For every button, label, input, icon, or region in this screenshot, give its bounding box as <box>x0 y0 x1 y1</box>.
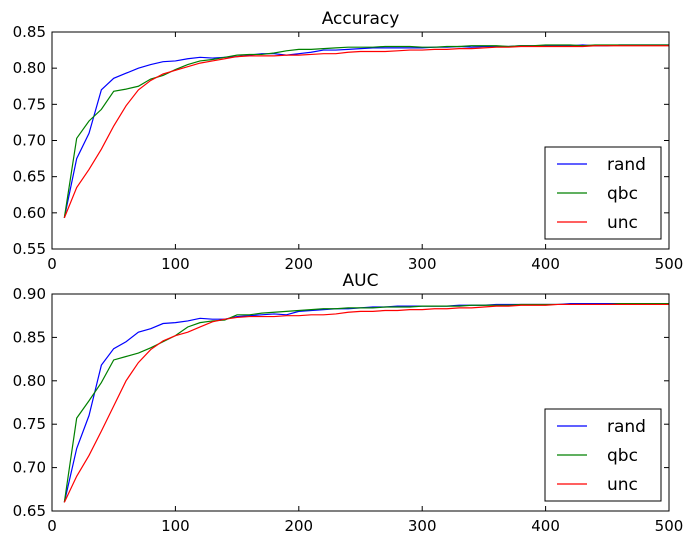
auc-y-tick-label: 0.65 <box>13 502 46 520</box>
accuracy-legend-label-unc: unc <box>607 213 638 233</box>
accuracy-y-tick-label: 0.60 <box>13 204 46 222</box>
auc-panel: 0 100 200 300 400 500 0.65 0.70 0.75 0.80 0.85 0.90… <box>13 271 684 535</box>
auc-legend-label-unc: unc <box>607 475 638 495</box>
auc-legend-label-qbc: qbc <box>607 446 638 466</box>
accuracy-x-tick-label: 300 <box>408 255 437 273</box>
accuracy-y-tick-label: 0.55 <box>13 240 46 258</box>
auc-series-unc <box>63 303 669 503</box>
auc-y-tick-label: 0.75 <box>13 415 46 433</box>
accuracy-x-tick-label: 500 <box>655 255 684 273</box>
accuracy-series-qbc <box>63 44 669 218</box>
auc-legend: rand qbc unc <box>544 408 662 502</box>
auc-x-tick-label: 200 <box>284 517 313 535</box>
accuracy-legend-label-qbc: qbc <box>607 184 638 204</box>
auc-y-tick-label: 0.90 <box>13 285 46 303</box>
auc-x-tick-label: 400 <box>531 517 560 535</box>
accuracy-legend: rand qbc unc <box>544 146 662 240</box>
accuracy-series-rand <box>63 44 669 219</box>
auc-axes-frame <box>51 293 670 512</box>
auc-x-tick-label: 100 <box>161 517 190 535</box>
accuracy-x-tick-label: 200 <box>284 255 313 273</box>
auc-legend-label-rand: rand <box>607 417 646 437</box>
auc-x-tick-label: 300 <box>408 517 437 535</box>
accuracy-y-tick-label: 0.80 <box>13 59 46 77</box>
auc-y-tick-label: 0.70 <box>13 459 46 477</box>
accuracy-y-tick-label: 0.70 <box>13 132 46 150</box>
auc-x-tick-label: 500 <box>655 517 684 535</box>
accuracy-title: Accuracy <box>322 9 400 29</box>
accuracy-x-tick-label: 100 <box>161 255 190 273</box>
auc-y-tick-label: 0.85 <box>13 328 46 346</box>
accuracy-x-tick-label: 0 <box>47 255 57 273</box>
auc-x-tick-label: 0 <box>47 517 57 535</box>
accuracy-legend-label-rand: rand <box>607 155 646 175</box>
auc-y-tick-label: 0.80 <box>13 372 46 390</box>
accuracy-y-tick-label: 0.85 <box>13 23 46 41</box>
accuracy-y-tick-label: 0.75 <box>13 95 46 113</box>
accuracy-x-tick-label: 400 <box>531 255 560 273</box>
accuracy-y-tick-label: 0.65 <box>13 168 46 186</box>
accuracy-series-unc <box>63 45 669 219</box>
auc-title: AUC <box>343 271 379 291</box>
accuracy-panel: 0 100 200 300 400 500 0.55 0.60 0.65 0.70 0.75 0.80… <box>13 9 684 273</box>
